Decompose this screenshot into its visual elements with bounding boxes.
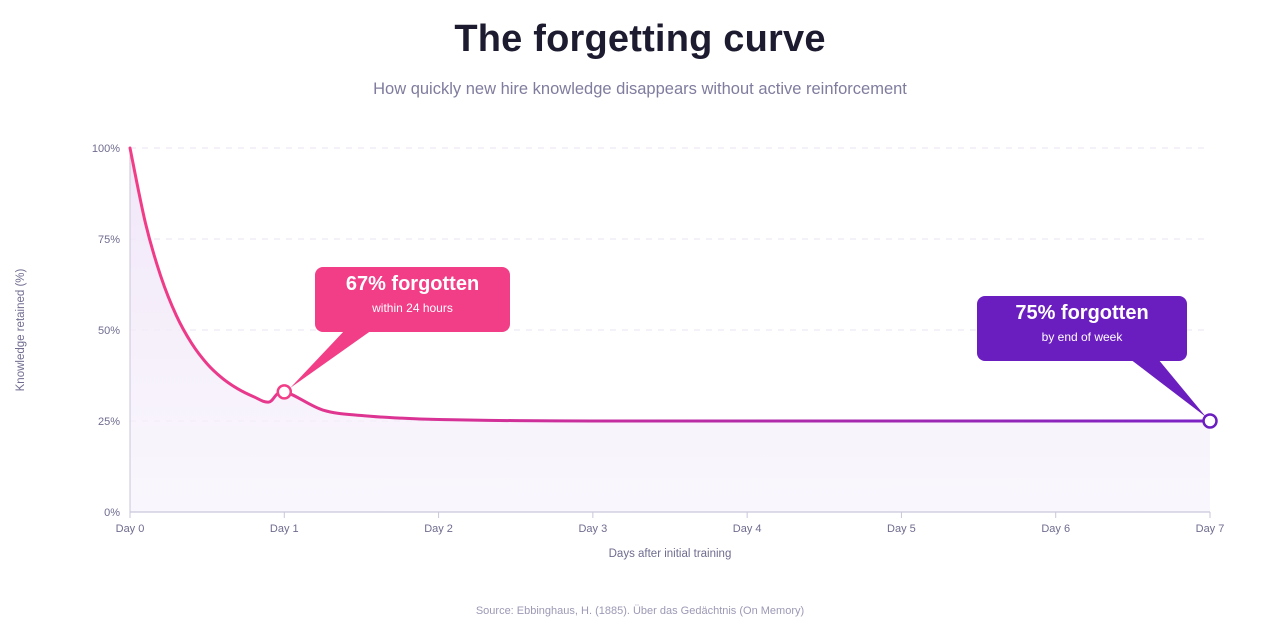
- callout-24-hours-pointer: [290, 330, 372, 388]
- annotation-markers: [276, 384, 1218, 429]
- x-tick-label: Day 1: [270, 523, 299, 535]
- y-tick-label: 25%: [98, 416, 120, 428]
- callout-end-of-week-pointer: [1130, 359, 1206, 417]
- y-axis-title: Knowledge retained (%): [15, 268, 27, 391]
- y-tick-label: 100%: [92, 143, 120, 155]
- grid-lines: [130, 147, 1210, 422]
- y-tick-label: 0%: [104, 507, 120, 519]
- x-tick-label: Day 4: [733, 523, 762, 535]
- day-1-marker: [276, 384, 293, 400]
- callout-24-hours-headline: 67% forgotten: [345, 273, 480, 295]
- y-tick-label: 75%: [98, 234, 120, 246]
- x-tick-label: Day 0: [116, 523, 145, 535]
- x-tick-label: Day 2: [424, 523, 453, 535]
- x-tick-label: Day 7: [1196, 523, 1225, 535]
- x-tick-label: Day 6: [1041, 523, 1070, 535]
- callout-end-of-week-headline: 75% forgotten: [1015, 302, 1149, 324]
- callout-pointers: [290, 330, 1206, 417]
- day-7-marker: [1202, 413, 1218, 429]
- x-tick-label: Day 5: [887, 523, 916, 535]
- chart-subtitle: How quickly new hire knowledge disappear…: [373, 80, 907, 98]
- axes: 0% 25% 50% 75% 100% Day 0 Day 1 Day 2 Day 3 Day 4…: [92, 143, 1225, 535]
- y-tick-label: 50%: [98, 325, 120, 337]
- callout-end-of-week-detail: by end of week: [1041, 330, 1123, 344]
- callout-24-hours-detail: within 24 hours: [372, 301, 453, 315]
- x-axis-title: Days after initial training: [609, 548, 732, 560]
- callout-24-hours: 67% forgotten within 24 hours: [315, 267, 510, 332]
- source-note: Source: Ebbinghaus, H. (1885). Über das …: [475, 605, 805, 617]
- retention-curve-line: [128, 146, 1212, 423]
- x-tick-label: Day 3: [578, 523, 607, 535]
- chart-title: The forgetting curve: [454, 18, 826, 60]
- callout-end-of-week: 75% forgotten by end of week: [977, 296, 1187, 361]
